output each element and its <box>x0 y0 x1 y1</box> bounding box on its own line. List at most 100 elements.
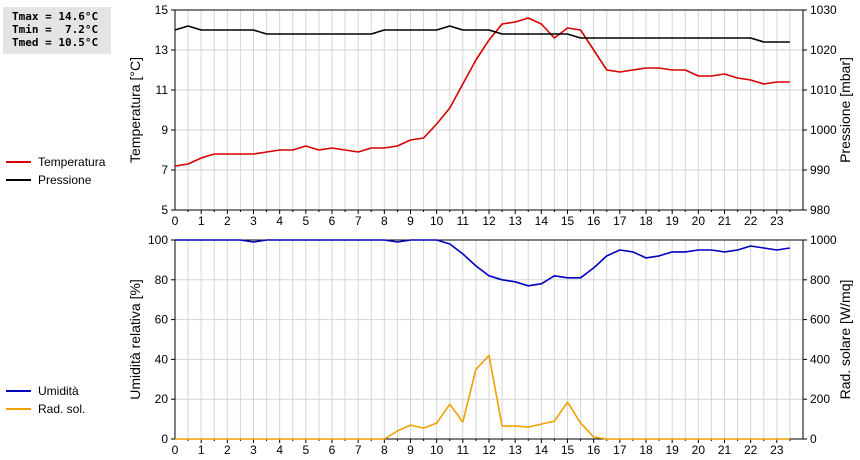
tmin-text: Tmin = 7.2°C <box>12 23 99 36</box>
tmax-text: Tmax = 14.6°C <box>12 10 99 23</box>
x-tick-label: 9 <box>407 214 414 228</box>
y-tick-label-left: 0 <box>161 432 168 446</box>
y-tick-label-left: 15 <box>155 3 169 17</box>
x-tick-label: 0 <box>172 214 179 228</box>
y-tick-label-left: 100 <box>148 233 168 247</box>
plot-frame <box>174 239 804 440</box>
y-tick-label-left: 9 <box>161 123 168 137</box>
x-tick-label: 16 <box>587 443 601 457</box>
x-tick-label: 18 <box>639 214 653 228</box>
x-tick-label: 13 <box>508 214 522 228</box>
x-tick-label: 9 <box>407 443 414 457</box>
x-tick-label: 0 <box>172 443 179 457</box>
legend-temperature-label: Temperatura <box>38 155 106 169</box>
x-tick-label: 17 <box>613 214 627 228</box>
legend-humidity-label: Umidità <box>38 384 79 398</box>
x-tick-label: 7 <box>355 443 362 457</box>
x-tick-label: 12 <box>482 214 496 228</box>
y-tick-label-left: 60 <box>155 313 169 327</box>
y-tick-label-left: 20 <box>155 392 169 406</box>
x-tick-label: 4 <box>276 214 283 228</box>
x-tick-label: 10 <box>430 214 444 228</box>
x-tick-label: 16 <box>587 214 601 228</box>
y-tick-label-left: 13 <box>155 43 169 57</box>
legend-pressure: Pressione <box>6 173 91 187</box>
x-tick-label: 23 <box>770 214 784 228</box>
x-tick-label: 4 <box>276 443 283 457</box>
legend-solar-label: Rad. sol. <box>38 402 86 416</box>
chart-panel-2: 0 1 2 3 4 5 6 7 8 9 10 11 12 13 14 15 16 17 18 19 20 21 22 2302… <box>127 233 853 457</box>
x-tick-label: 10 <box>430 443 444 457</box>
legend-pressure-swatch <box>6 179 31 181</box>
y-tick-label-right: 1030 <box>810 3 837 17</box>
x-tick-label: 5 <box>302 443 309 457</box>
x-tick-label: 3 <box>250 443 257 457</box>
plot-frame <box>174 9 804 211</box>
series-line-solar <box>175 354 790 440</box>
y-tick-label-left: 40 <box>155 352 169 366</box>
x-tick-label: 14 <box>535 214 549 228</box>
legend-pressure-label: Pressione <box>38 173 92 187</box>
x-tick-label: 11 <box>457 443 470 457</box>
legend-solar-swatch <box>6 408 31 410</box>
y-tick-label-right: 600 <box>810 313 830 327</box>
y-tick-label-right: 400 <box>810 352 830 366</box>
x-tick-label: 3 <box>250 214 257 228</box>
y-tick-label-right: 800 <box>810 273 830 287</box>
x-tick-label: 6 <box>329 443 336 457</box>
x-tick-label: 19 <box>665 214 679 228</box>
x-tick-label: 21 <box>718 443 732 457</box>
x-tick-label: 5 <box>302 214 309 228</box>
y-tick-label-left: 11 <box>156 83 169 97</box>
y-tick-label-left: 80 <box>155 273 169 287</box>
x-tick-label: 2 <box>224 214 231 228</box>
legend-solar: Rad. sol. <box>6 402 85 416</box>
chart-panel-1: 0 1 2 3 4 5 6 7 8 9 10 11 12 13 14 15 16 17 18 19 20 21 22 2357… <box>127 3 853 228</box>
x-tick-label: 19 <box>665 443 679 457</box>
series-line-pressure <box>174 25 790 43</box>
y-tick-label-right: 1010 <box>810 83 837 97</box>
legend-temperature: Temperatura <box>6 155 105 169</box>
x-tick-label: 14 <box>535 443 549 457</box>
x-tick-label: 22 <box>744 443 758 457</box>
x-tick-label: 23 <box>770 443 784 457</box>
series-line-humidity <box>175 239 791 287</box>
y-axis-title-right: Rad. solare [W/mq] <box>837 280 853 400</box>
y-tick-label-left: 7 <box>161 163 168 177</box>
y-tick-label-right: 200 <box>810 392 830 406</box>
y-tick-label-right: 1020 <box>810 43 837 57</box>
y-tick-label-left: 5 <box>161 203 168 217</box>
series-line-temperature <box>174 17 790 167</box>
y-axis-title-left: Umidità relativa [%] <box>127 279 143 400</box>
x-tick-label: 11 <box>457 214 470 228</box>
y-tick-label-right: 0 <box>810 432 817 446</box>
stats-box: Tmax = 14.6°C Tmin = 7.2°C Tmed = 10.5°C <box>3 7 111 54</box>
y-tick-label-right: 1000 <box>810 123 837 137</box>
legend-humidity-swatch <box>6 390 31 392</box>
tmed-text: Tmed = 10.5°C <box>12 36 99 49</box>
x-tick-label: 15 <box>561 214 575 228</box>
x-tick-label: 6 <box>329 214 336 228</box>
y-tick-label-right: 1000 <box>810 233 837 247</box>
x-tick-label: 13 <box>508 443 522 457</box>
x-tick-label: 12 <box>482 443 496 457</box>
x-tick-label: 21 <box>718 214 732 228</box>
legend-temperature-swatch <box>6 161 31 163</box>
x-tick-label: 20 <box>692 214 706 228</box>
y-tick-label-right: 980 <box>810 203 830 217</box>
x-tick-label: 7 <box>355 214 362 228</box>
y-tick-label-right: 990 <box>810 163 830 177</box>
x-tick-label: 17 <box>613 443 627 457</box>
x-tick-label: 1 <box>198 214 205 228</box>
y-axis-title-left: Temperatura [°C] <box>127 57 143 163</box>
x-tick-label: 22 <box>744 214 758 228</box>
legend-humidity: Umidità <box>6 384 79 398</box>
x-tick-label: 1 <box>198 443 205 457</box>
y-axis-title-right: Pressione [mbar] <box>837 57 853 163</box>
x-tick-label: 18 <box>639 443 653 457</box>
x-tick-label: 20 <box>692 443 706 457</box>
x-tick-label: 15 <box>561 443 575 457</box>
x-tick-label: 2 <box>224 443 231 457</box>
x-tick-label: 8 <box>381 214 388 228</box>
